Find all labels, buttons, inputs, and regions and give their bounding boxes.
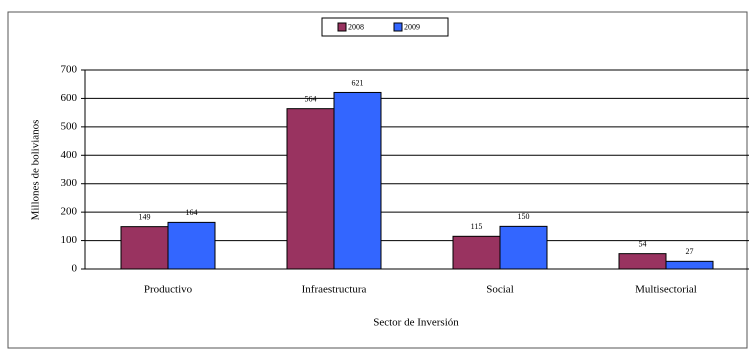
data-label: 150	[518, 212, 530, 221]
data-label: 164	[186, 208, 198, 217]
bar	[333, 91, 382, 270]
y-tick-label: 700	[61, 64, 78, 76]
y-tick-label: 100	[61, 234, 78, 246]
bar	[452, 235, 501, 270]
data-label: 115	[471, 222, 483, 231]
y-tick-label: 300	[61, 177, 78, 189]
data-label: 621	[352, 78, 364, 87]
legend-box	[321, 17, 449, 37]
legend-swatch	[393, 22, 403, 32]
x-tick-label: Productivo	[144, 284, 193, 296]
x-tick-label: Infraestructura	[302, 284, 367, 296]
data-label: 54	[639, 239, 647, 248]
data-label: 564	[305, 94, 317, 103]
bar	[618, 253, 667, 270]
data-label: 27	[686, 247, 694, 256]
legend-label: 2008	[348, 22, 364, 31]
y-tick-label: 200	[61, 206, 78, 218]
x-tick-label: Multisectorial	[635, 284, 697, 296]
y-tick-label: 500	[61, 120, 78, 132]
legend-label: 2009	[404, 22, 420, 31]
data-label: 149	[139, 212, 151, 221]
y-axis-label: Millones de bolivianos	[30, 120, 42, 221]
bar	[499, 225, 548, 270]
x-axis-label: Sector de Inversión	[373, 317, 459, 329]
y-tick-label: 600	[61, 92, 78, 104]
x-tick-label: Social	[486, 284, 514, 296]
bar	[286, 108, 335, 270]
bar	[665, 260, 714, 270]
y-tick-label: 0	[72, 263, 78, 275]
legend-swatch	[337, 22, 347, 32]
bar	[120, 226, 169, 270]
y-tick-label: 400	[61, 149, 78, 161]
bar	[167, 221, 216, 270]
